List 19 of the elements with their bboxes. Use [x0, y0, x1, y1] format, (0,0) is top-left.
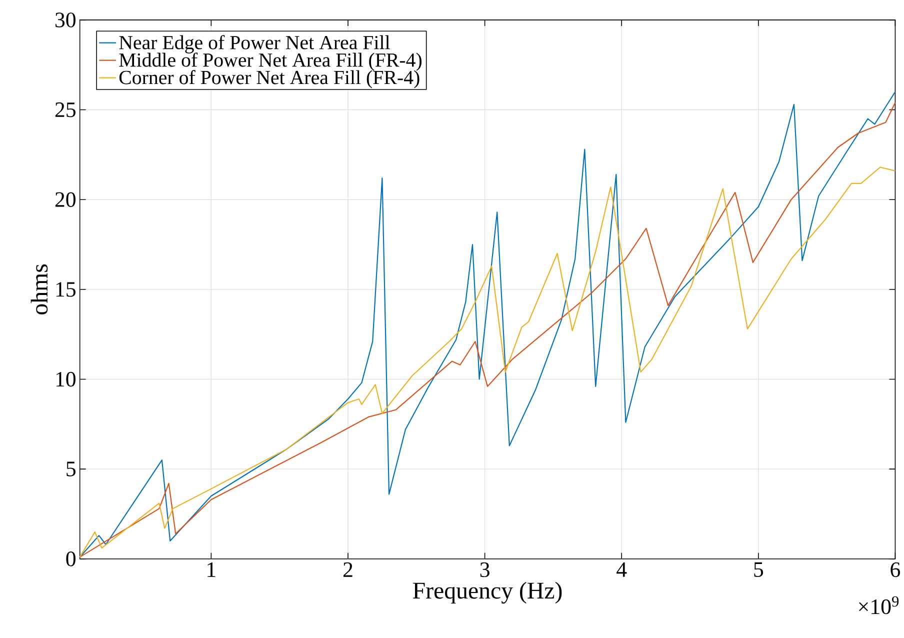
y-tick-label: 10	[56, 372, 76, 387]
x-tick-label: 4	[616, 562, 627, 577]
x-tick-label: 1	[208, 562, 216, 577]
y-tick-label: 0	[66, 552, 76, 566]
y-tick-label: 15	[56, 282, 76, 297]
legend-label: Middle of Power Net Area Fill (FR-4)	[119, 52, 422, 71]
x-tick-label: 5	[754, 562, 764, 578]
x-axis-title: Frequency (Hz)	[413, 582, 562, 604]
y-tick-label: 5	[66, 462, 76, 476]
x-tick-label: 2	[343, 562, 352, 578]
y-tick-label: 20	[55, 192, 76, 208]
legend-label: Corner of Power Net Area Fill (FR-4)	[119, 70, 420, 88]
x-tick-label: 3	[480, 562, 490, 578]
legend-label: Near Edge of Power Net Area Fill	[119, 35, 390, 54]
y-tick-label: 25	[55, 102, 76, 118]
x-tick-label: 6	[890, 562, 900, 578]
y-axis-title: ohms	[30, 264, 48, 315]
y-tick-label: 30	[56, 12, 76, 28]
text: ×10$^{9}$	[859, 596, 899, 614]
